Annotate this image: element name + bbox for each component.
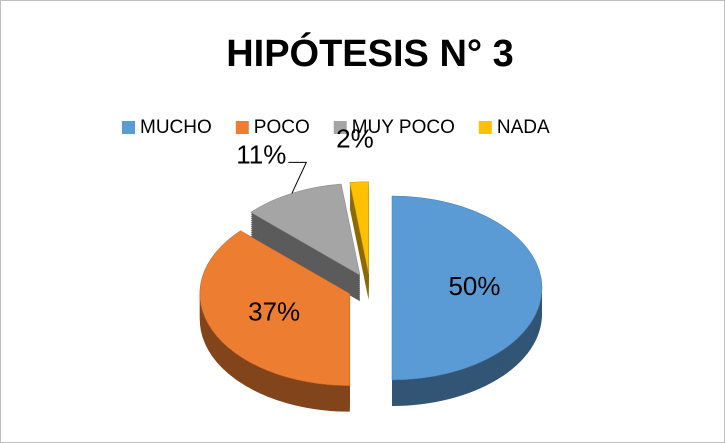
chart-title: HIPÓTESIS N° 3 xyxy=(226,31,514,75)
legend-text: MUY POCO xyxy=(352,117,455,138)
slice xyxy=(199,230,351,386)
legend-swatch xyxy=(122,121,135,134)
leader-line xyxy=(288,161,308,194)
legend-text: POCO xyxy=(254,117,310,138)
data-label: 2% xyxy=(336,123,374,153)
legend-text: MUCHO xyxy=(140,117,212,138)
legend-text: NADA xyxy=(497,117,550,138)
legend-swatch xyxy=(333,121,347,134)
slice xyxy=(250,183,361,276)
data-label: 11% xyxy=(236,139,286,169)
legend-swatch xyxy=(235,121,249,134)
slice xyxy=(349,181,369,274)
data-label: 37% xyxy=(248,297,300,327)
data-label: 50% xyxy=(448,271,500,301)
slice xyxy=(391,195,543,381)
legend-swatch xyxy=(478,121,492,134)
